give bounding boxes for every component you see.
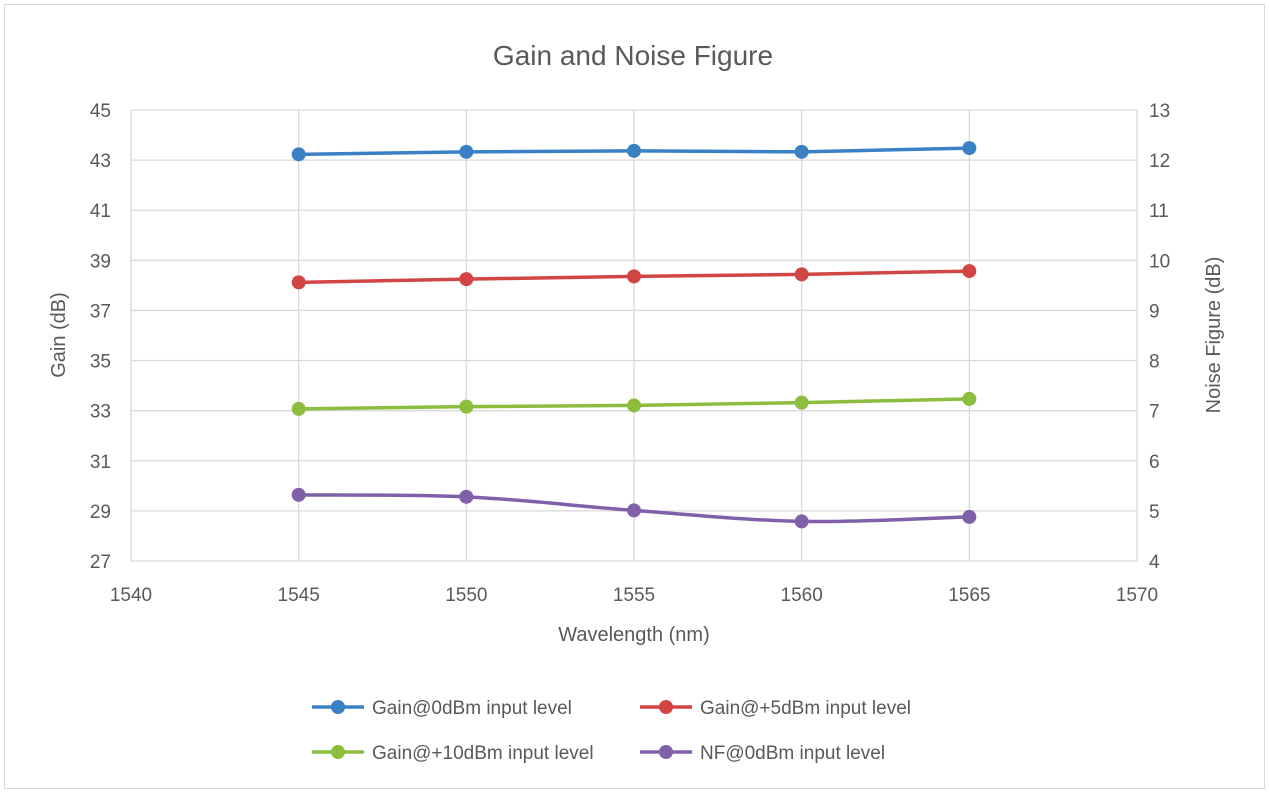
legend-label: Gain@+5dBm input level [700, 698, 911, 719]
x-tick-label: 1550 [445, 585, 487, 606]
data-point [291, 147, 306, 162]
x-axis-label: Wavelength (nm) [558, 624, 710, 646]
legend-marker [659, 700, 673, 714]
legend-label: NF@0dBm input level [700, 743, 885, 764]
y-tick-label: 43 [90, 151, 111, 172]
y2-tick-label: 9 [1149, 301, 1160, 322]
data-point [459, 399, 474, 414]
data-point [962, 509, 977, 524]
x-tick-label: 1570 [1116, 585, 1158, 606]
data-point [794, 144, 809, 159]
y2-tick-label: 4 [1149, 552, 1160, 573]
x-tick-label: 1565 [948, 585, 990, 606]
y-tick-label: 39 [90, 251, 111, 272]
x-tick-label: 1555 [613, 585, 655, 606]
legend: Gain@0dBm input level Gain@+5dBm input le… [312, 698, 911, 764]
y-axis-label: Gain (dB) [48, 292, 70, 378]
y2-tick-label: 5 [1149, 502, 1160, 523]
y-tick-label: 37 [90, 301, 111, 322]
data-point [459, 489, 474, 504]
data-point [627, 398, 641, 413]
data-point [962, 141, 977, 156]
y2-tick-label: 7 [1149, 402, 1160, 423]
data-point [291, 401, 306, 416]
data-point [794, 514, 809, 529]
y2-tick-label: 8 [1149, 352, 1160, 373]
chart-title: Gain and Noise Figure [493, 40, 773, 71]
y2-axis-label: Noise Figure (dB) [1203, 257, 1225, 414]
legend-label: Gain@+10dBm input level [372, 743, 594, 764]
y-tick-label: 29 [90, 502, 111, 523]
y2-tick-label: 13 [1149, 101, 1170, 122]
y-tick-label: 31 [90, 452, 111, 473]
y2-tick-label: 11 [1149, 201, 1169, 222]
y-tick-label: 45 [90, 101, 111, 122]
data-point [291, 487, 306, 502]
data-point [627, 503, 641, 518]
y-tick-label: 33 [90, 402, 111, 423]
y2-tick-label: 6 [1149, 452, 1160, 473]
data-point [459, 144, 474, 159]
y2-tick-label: 10 [1149, 251, 1170, 272]
y2-tick-label: 12 [1149, 151, 1170, 172]
data-point [962, 391, 977, 406]
data-point [962, 264, 977, 279]
y-tick-label: 27 [90, 552, 111, 573]
data-point [459, 272, 474, 287]
legend-marker [659, 745, 673, 759]
x-tick-label: 1560 [781, 585, 823, 606]
y-tick-label: 41 [90, 201, 111, 222]
data-point [794, 395, 809, 410]
legend-marker [331, 700, 345, 714]
x-tick-label: 1540 [110, 585, 152, 606]
legend-label: Gain@0dBm input level [372, 698, 572, 719]
y-tick-label: 35 [90, 352, 111, 373]
data-point [627, 143, 641, 158]
x-tick-label: 1545 [278, 585, 320, 606]
data-point [291, 275, 306, 290]
data-point [794, 267, 809, 282]
series-group [291, 141, 977, 529]
data-point [627, 269, 641, 284]
gridlines [130, 109, 1138, 562]
legend-marker [331, 745, 345, 759]
